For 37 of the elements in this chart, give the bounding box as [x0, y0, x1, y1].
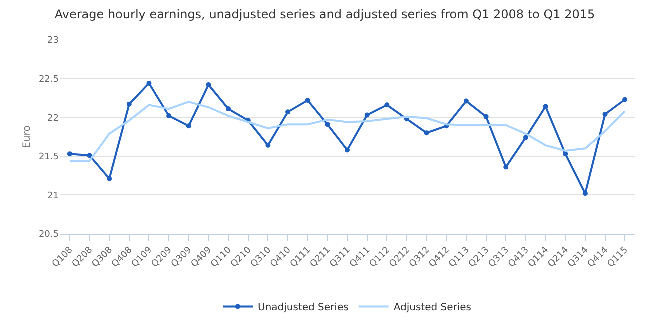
- point: [484, 114, 489, 120]
- point: [126, 102, 132, 107]
- point: [286, 110, 291, 115]
- y-tick-label: 22: [48, 114, 59, 124]
- point: [87, 153, 92, 158]
- point: [582, 191, 588, 196]
- point: [266, 143, 271, 148]
- y-tick-label: 21: [48, 191, 59, 202]
- point: [563, 152, 568, 157]
- legend-label: Adjusted Series: [394, 302, 472, 314]
- point: [226, 106, 232, 112]
- y-tick-label: 20.5: [38, 230, 59, 240]
- point: [504, 164, 509, 170]
- point: [67, 152, 72, 157]
- point: [186, 124, 192, 129]
- point: [206, 82, 212, 88]
- point: [424, 130, 430, 136]
- point: [305, 98, 310, 104]
- y-tick-label: 22.5: [38, 74, 59, 85]
- point: [464, 98, 469, 104]
- point: [107, 176, 112, 182]
- point: [146, 80, 152, 86]
- line-series: [68, 101, 626, 162]
- y-axis-title: Euro: [22, 126, 33, 148]
- point: [166, 114, 172, 119]
- point: [602, 112, 608, 117]
- point: [543, 104, 548, 110]
- y-tick-label: 23: [48, 36, 59, 46]
- chart-title: Average hourly earnings, unadjusted series and adjusted series from Q1 2008 to Q1 2015: [54, 7, 596, 22]
- point: [523, 135, 528, 140]
- point: [364, 112, 370, 118]
- point: [622, 97, 628, 102]
- legend-label: Unadjusted Series: [258, 302, 349, 314]
- point: [345, 148, 350, 153]
- point: [325, 122, 330, 128]
- y-tick-label: 21.5: [38, 152, 59, 163]
- point: [384, 102, 390, 108]
